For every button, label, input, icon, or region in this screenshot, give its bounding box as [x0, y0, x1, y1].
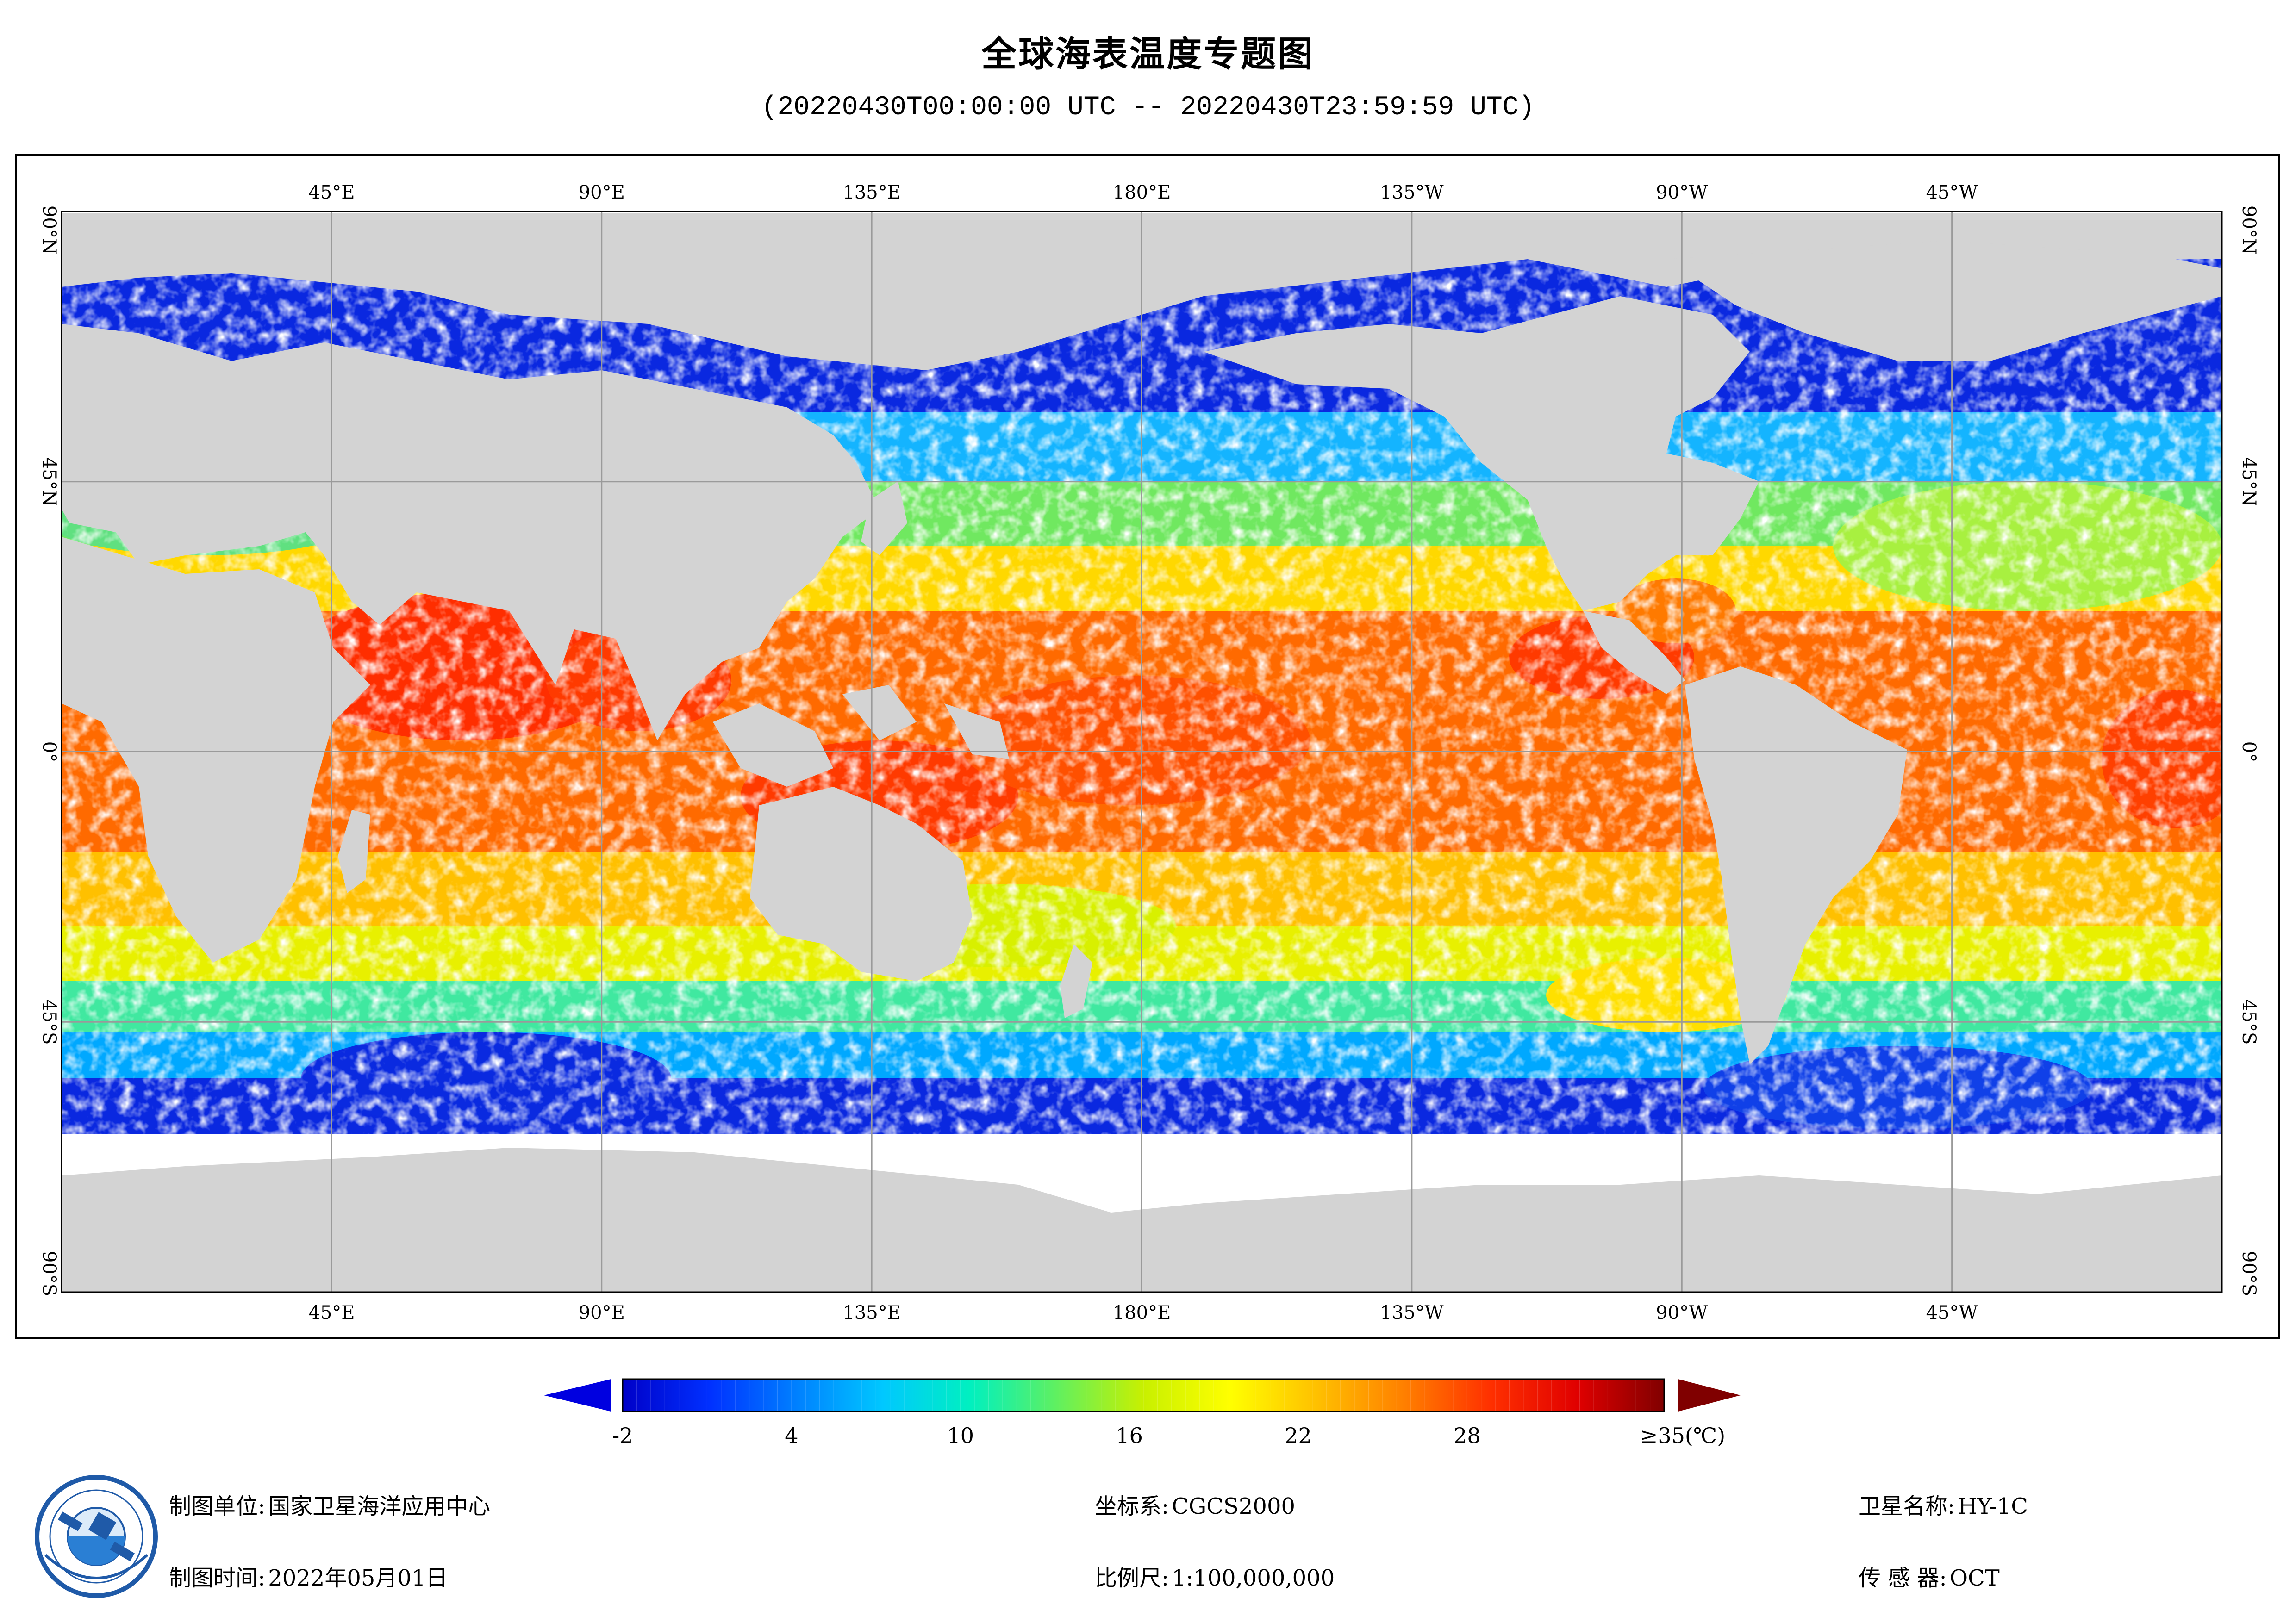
map-title: 全球海表温度专题图: [981, 33, 1315, 75]
bottom-longitude-labels: 45°E 90°E 135°E 180°E 135°W 90°W 45°W: [308, 1302, 1978, 1324]
top-lon-label-4: 135°W: [1380, 182, 1443, 203]
crs-key: 坐标系:: [1095, 1493, 1169, 1519]
colorbar-label-2: 10: [947, 1423, 974, 1448]
map-frame: [15, 154, 2280, 1339]
producer-info: 制图单位: 国家卫星海洋应用中心: [169, 1488, 490, 1520]
top-lon-label-1: 90°E: [579, 182, 625, 203]
agency-logo: [35, 1475, 158, 1598]
left-lat-label-1: 45°N: [38, 457, 60, 506]
colorbar-steps: [636, 1380, 1651, 1411]
right-lat-label-4: 90°S: [2238, 1251, 2259, 1296]
top-lon-label-0: 45°E: [308, 182, 355, 203]
colorbar-tick-labels: -2 4 10 16 22 28 ≥35(℃): [612, 1423, 1726, 1448]
left-lat-label-3: 45°S: [38, 999, 60, 1045]
top-lon-label-5: 90°W: [1656, 182, 1708, 203]
bottom-lon-label-0: 45°E: [308, 1302, 355, 1324]
date-key: 制图时间:: [169, 1565, 266, 1591]
top-lon-label-2: 135°E: [842, 182, 901, 203]
colorbar: -2 4 10 16 22 28 ≥35(℃): [544, 1378, 1741, 1448]
bottom-lon-label-1: 90°E: [579, 1302, 625, 1324]
scale-info: 比例尺: 1:100,000,000: [1095, 1560, 1335, 1592]
colorbar-label-0: -2: [612, 1423, 633, 1448]
colorbar-gradient: [622, 1378, 1665, 1412]
date-info: 制图时间: 2022年05月01日: [169, 1560, 448, 1592]
colorbar-high-arrow: [1678, 1379, 1741, 1412]
producer-value: 国家卫星海洋应用中心: [268, 1493, 491, 1519]
top-lon-label-3: 180°E: [1113, 182, 1171, 203]
crs-value: CGCS2000: [1172, 1493, 1296, 1519]
top-lon-label-6: 45°W: [1926, 182, 1978, 203]
colorbar-label-6: ≥35(℃): [1640, 1423, 1725, 1448]
sensor-info: 传 感 器: OCT: [1859, 1560, 2000, 1592]
producer-key: 制图单位:: [169, 1493, 266, 1519]
satellite-value: HY-1C: [1958, 1493, 2028, 1519]
map-body: [62, 211, 2222, 1292]
colorbar-label-5: 28: [1454, 1423, 1481, 1448]
colorbar-label-4: 22: [1285, 1423, 1312, 1448]
scale-value: 1:100,000,000: [1172, 1565, 1335, 1591]
right-lat-label-2: 0°: [2238, 741, 2259, 762]
graticule: [62, 211, 2222, 1292]
bottom-lon-label-4: 135°W: [1380, 1302, 1443, 1324]
crs-info: 坐标系: CGCS2000: [1095, 1488, 1295, 1520]
left-lat-label-0: 90°N: [38, 205, 60, 255]
map-border: [61, 211, 2223, 1293]
bottom-lon-label-5: 90°W: [1656, 1302, 1708, 1324]
left-lat-label-4: 90°S: [38, 1251, 60, 1296]
bottom-lon-label-2: 135°E: [842, 1302, 901, 1324]
top-longitude-labels: 45°E 90°E 135°E 180°E 135°W 90°W 45°W: [308, 182, 1978, 203]
bottom-lon-label-3: 180°E: [1113, 1302, 1171, 1324]
time-range-subtitle: (20220430T00:00:00 UTC -- 20220430T23:59…: [761, 93, 1535, 123]
right-lat-label-1: 45°N: [2238, 457, 2259, 506]
colorbar-low-arrow: [544, 1379, 611, 1412]
left-latitude-labels: 90°N 45°N 0° 45°S 90°S: [38, 205, 60, 1296]
scale-key: 比例尺:: [1095, 1565, 1169, 1591]
satellite-key: 卫星名称:: [1859, 1493, 1955, 1519]
sensor-value: OCT: [1949, 1565, 2000, 1591]
left-lat-label-2: 0°: [38, 741, 60, 762]
right-lat-label-3: 45°S: [2238, 999, 2259, 1045]
sensor-key: 传 感 器:: [1859, 1565, 1947, 1591]
date-value: 2022年05月01日: [268, 1565, 448, 1591]
bottom-lon-label-6: 45°W: [1926, 1302, 1978, 1324]
right-lat-label-0: 90°N: [2238, 205, 2259, 255]
colorbar-label-1: 4: [785, 1423, 798, 1448]
right-latitude-labels: 90°N 45°N 0° 45°S 90°S: [2238, 205, 2259, 1296]
colorbar-label-3: 16: [1116, 1423, 1143, 1448]
satellite-info: 卫星名称: HY-1C: [1859, 1488, 2028, 1520]
